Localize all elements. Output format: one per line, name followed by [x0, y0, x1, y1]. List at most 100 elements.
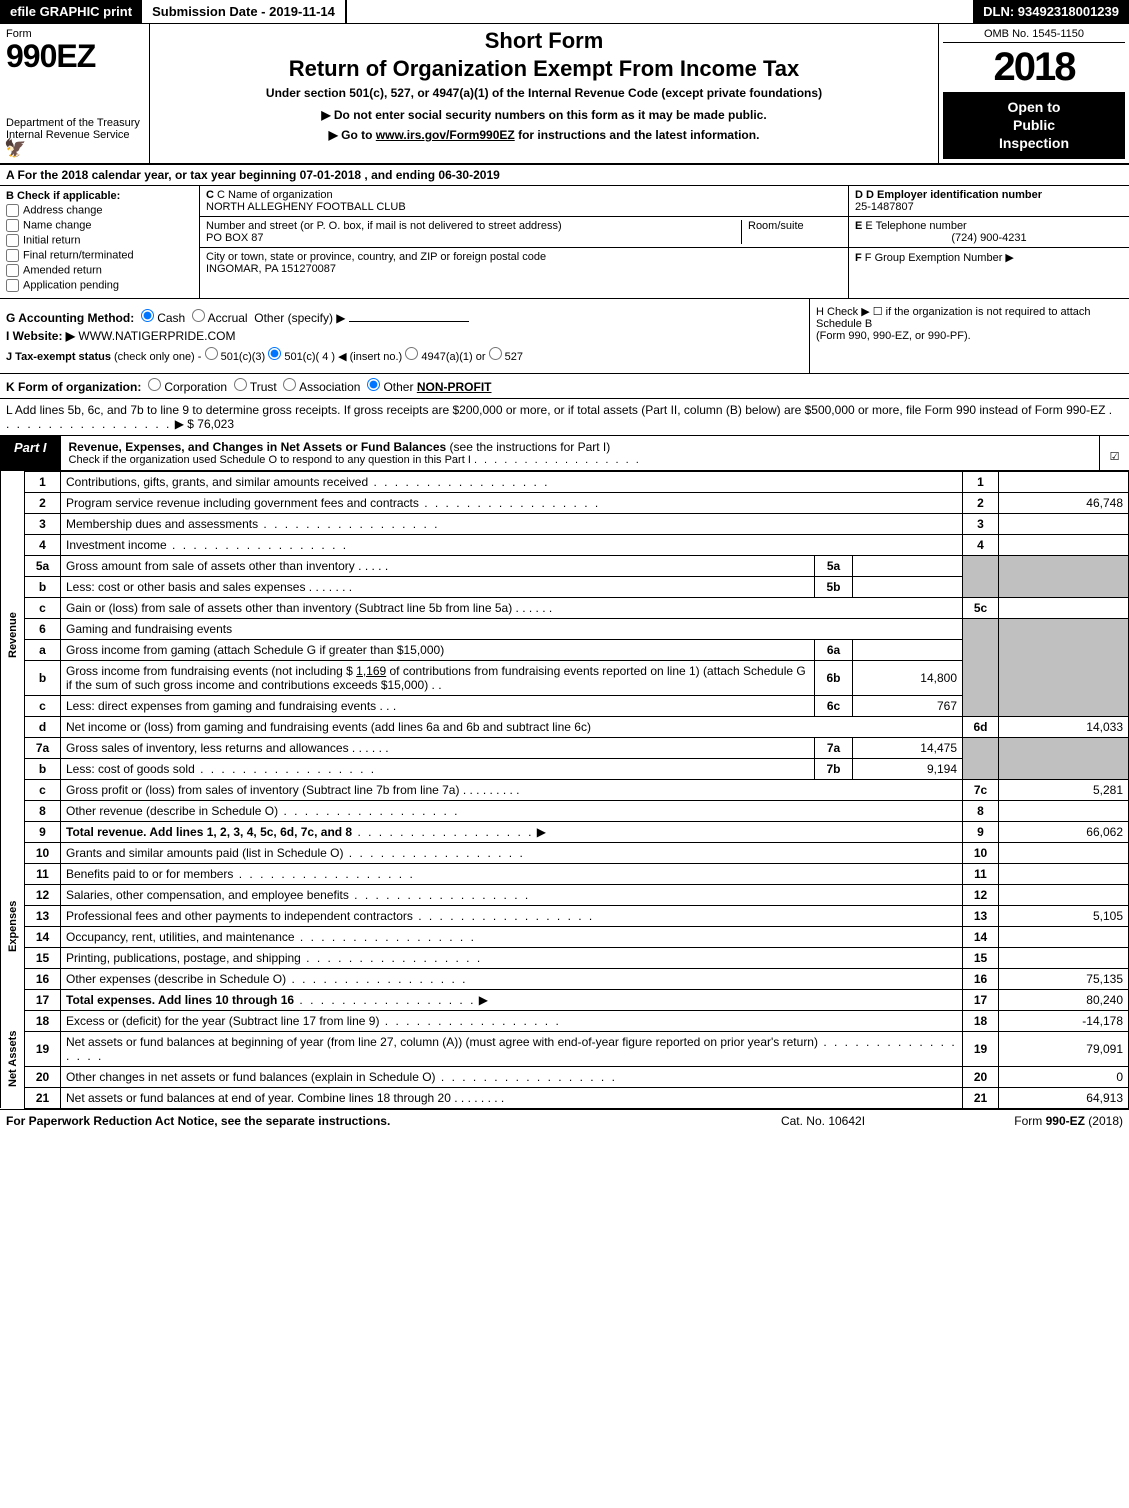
dots	[301, 951, 482, 965]
g-other-input[interactable]	[349, 321, 469, 322]
line-desc: Other revenue (describe in Schedule O)	[61, 800, 963, 821]
form-title-block: Short Form Return of Organization Exempt…	[150, 24, 939, 163]
chk-address-change[interactable]: Address change	[6, 204, 193, 217]
desc-text: Less: cost or other basis and sales expe…	[66, 580, 305, 594]
right-lineno: 8	[963, 800, 999, 821]
checkbox-icon[interactable]	[6, 234, 19, 247]
inner-lineno: 5b	[815, 576, 853, 597]
right-lineno: 21	[963, 1087, 999, 1108]
g-cash: Cash	[157, 311, 185, 325]
chk-final-return[interactable]: Final return/terminated	[6, 249, 193, 262]
radio-527[interactable]	[489, 347, 502, 360]
k-o4: Other	[383, 380, 413, 394]
ein-row: D D Employer identification number 25-14…	[849, 186, 1129, 217]
part1-title-text: Revenue, Expenses, and Changes in Net As…	[69, 440, 447, 454]
inner-value: 14,800	[853, 660, 963, 695]
desc-text: Salaries, other compensation, and employ…	[66, 888, 349, 902]
table-row: 9 Total revenue. Add lines 1, 2, 3, 4, 5…	[1, 821, 1129, 842]
radio-other[interactable]	[367, 378, 380, 391]
lineno: c	[25, 779, 61, 800]
contrib-amount: 1,169	[356, 664, 386, 678]
irs-label: Internal Revenue Service	[6, 129, 143, 141]
part1-title: Revenue, Expenses, and Changes in Net As…	[61, 436, 1099, 470]
inner-value	[853, 555, 963, 576]
dots	[436, 1070, 617, 1084]
table-row: Net Assets 18 Excess or (deficit) for th…	[1, 1010, 1129, 1031]
efile-tab[interactable]: efile GRAPHIC print	[0, 0, 142, 23]
line-desc: Excess or (deficit) for the year (Subtra…	[61, 1010, 963, 1031]
table-row: d Net income or (loss) from gaming and f…	[1, 716, 1129, 737]
section-b-label: B Check if applicable:	[6, 190, 193, 202]
table-row: 2 Program service revenue including gove…	[1, 492, 1129, 513]
radio-trust[interactable]	[234, 378, 247, 391]
right-value	[999, 863, 1129, 884]
lineno: a	[25, 639, 61, 660]
form-header: Form 990EZ 🦅 Department of the Treasury …	[0, 24, 1129, 165]
radio-association[interactable]	[283, 378, 296, 391]
desc-text: Gross income from fundraising events (no…	[66, 664, 356, 678]
j-o2: 501(c)( 4 ) ◀ (insert no.)	[284, 351, 402, 363]
desc-text: Net assets or fund balances at end of ye…	[66, 1091, 451, 1105]
checkbox-icon[interactable]	[6, 219, 19, 232]
revenue-side-label: Revenue	[1, 471, 25, 800]
right-lineno: 2	[963, 492, 999, 513]
line-desc: Net income or (loss) from gaming and fun…	[61, 716, 963, 737]
row-g-accounting: G Accounting Method: Cash Accrual Other …	[6, 309, 803, 325]
dots	[295, 930, 476, 944]
line-desc: Membership dues and assessments	[61, 513, 963, 534]
radio-4947[interactable]	[405, 347, 418, 360]
k-o1: Corporation	[164, 380, 227, 394]
h-text2: (Form 990, 990-EZ, or 990-PF).	[816, 330, 1123, 342]
radio-501c[interactable]	[268, 347, 281, 360]
right-lineno: 1	[963, 471, 999, 492]
treasury-dept: Department of the Treasury	[6, 117, 143, 129]
inspection-line3: Inspection	[999, 135, 1069, 151]
desc-text: Less: cost of goods sold	[66, 762, 195, 776]
chk-name-change[interactable]: Name change	[6, 219, 193, 232]
line-desc: Gross income from fundraising events (no…	[61, 660, 815, 695]
inspection-line2: Public	[1013, 117, 1055, 133]
radio-cash[interactable]	[141, 309, 154, 322]
checkbox-icon[interactable]	[6, 279, 19, 292]
chk-initial-return[interactable]: Initial return	[6, 234, 193, 247]
table-row: 17 Total expenses. Add lines 10 through …	[1, 989, 1129, 1010]
desc-text: Occupancy, rent, utilities, and maintena…	[66, 930, 295, 944]
chk-amended-return[interactable]: Amended return	[6, 264, 193, 277]
org-city-value: INGOMAR, PA 151270087	[206, 263, 842, 275]
lineno: 8	[25, 800, 61, 821]
desc-text: Other expenses (describe in Schedule O)	[66, 972, 286, 986]
section-d-e-f: D D Employer identification number 25-14…	[849, 186, 1129, 298]
irs-link[interactable]: www.irs.gov/Form990EZ	[376, 128, 515, 142]
chk-application-pending[interactable]: Application pending	[6, 279, 193, 292]
section-b-checkboxes: B Check if applicable: Address change Na…	[0, 186, 200, 298]
lineno: c	[25, 695, 61, 716]
desc-text: Less: direct expenses from gaming and fu…	[66, 699, 376, 713]
l-arrow: ▶	[175, 417, 184, 431]
row-l-gross-receipts: L Add lines 5b, 6c, and 7b to line 9 to …	[0, 399, 1129, 436]
desc-text: Program service revenue including govern…	[66, 496, 419, 510]
radio-501c3[interactable]	[205, 347, 218, 360]
table-row: c Gain or (loss) from sale of assets oth…	[1, 597, 1129, 618]
checkbox-icon[interactable]	[6, 264, 19, 277]
inner-value: 14,475	[853, 737, 963, 758]
desc-text: Other revenue (describe in Schedule O)	[66, 804, 278, 818]
row-h-schedule-b: H Check ▶ ☐ if the organization is not r…	[809, 299, 1129, 373]
lineno: 11	[25, 863, 61, 884]
checkbox-icon[interactable]	[6, 249, 19, 262]
line-desc: Gross sales of inventory, less returns a…	[61, 737, 815, 758]
table-row: 20 Other changes in net assets or fund b…	[1, 1066, 1129, 1087]
note2-prefix: ▶ Go to	[329, 128, 376, 142]
radio-accrual[interactable]	[192, 309, 205, 322]
chk-label: Address change	[23, 204, 103, 216]
dots	[195, 762, 376, 776]
checkbox-icon[interactable]	[6, 204, 19, 217]
table-row: 12 Salaries, other compensation, and emp…	[1, 884, 1129, 905]
radio-corporation[interactable]	[148, 378, 161, 391]
desc-text: Other changes in net assets or fund bala…	[66, 1070, 436, 1084]
right-value: 5,281	[999, 779, 1129, 800]
part1-check-cell[interactable]: ☑	[1099, 436, 1129, 470]
desc-text: Gross sales of inventory, less returns a…	[66, 741, 349, 755]
line-desc: Gain or (loss) from sale of assets other…	[61, 597, 963, 618]
line-desc: Printing, publications, postage, and shi…	[61, 947, 963, 968]
dots	[343, 846, 524, 860]
